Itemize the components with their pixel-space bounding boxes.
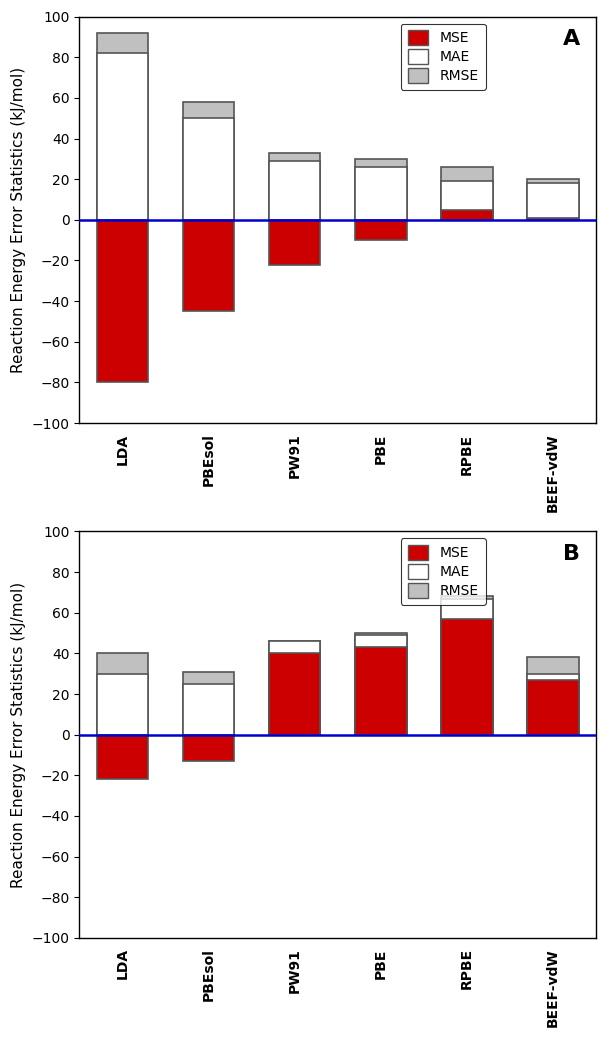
Y-axis label: Reaction Energy Error Statistics (kJ/mol): Reaction Energy Error Statistics (kJ/mol… [11,581,26,887]
Legend: MSE, MAE, RMSE: MSE, MAE, RMSE [401,539,486,605]
Bar [97,220,148,382]
Text: B: B [563,544,580,564]
Bar [269,653,320,735]
Bar [527,180,578,220]
Bar [527,674,578,735]
Bar [183,118,234,220]
Bar [527,680,578,735]
Bar [355,633,407,735]
Bar [527,218,578,220]
Legend: MSE, MAE, RMSE: MSE, MAE, RMSE [401,24,486,90]
Bar [269,153,320,220]
Bar [527,184,578,220]
Bar [183,672,234,735]
Bar [441,182,493,220]
Bar [355,648,407,735]
Bar [441,599,493,735]
Bar [269,641,320,735]
Bar [183,102,234,220]
Text: A: A [563,29,580,49]
Bar [97,53,148,220]
Bar [527,657,578,735]
Y-axis label: Reaction Energy Error Statistics (kJ/mol): Reaction Energy Error Statistics (kJ/mol… [11,66,26,373]
Bar [97,33,148,220]
Bar [183,735,234,761]
Bar [355,635,407,735]
Bar [97,735,148,780]
Bar [97,674,148,735]
Bar [441,167,493,220]
Bar [183,220,234,311]
Bar [355,220,407,240]
Bar [441,597,493,735]
Bar [183,684,234,735]
Bar [269,161,320,220]
Bar [441,210,493,220]
Bar [269,641,320,735]
Bar [355,167,407,220]
Bar [269,220,320,265]
Bar [355,159,407,220]
Bar [441,619,493,735]
Bar [97,653,148,735]
